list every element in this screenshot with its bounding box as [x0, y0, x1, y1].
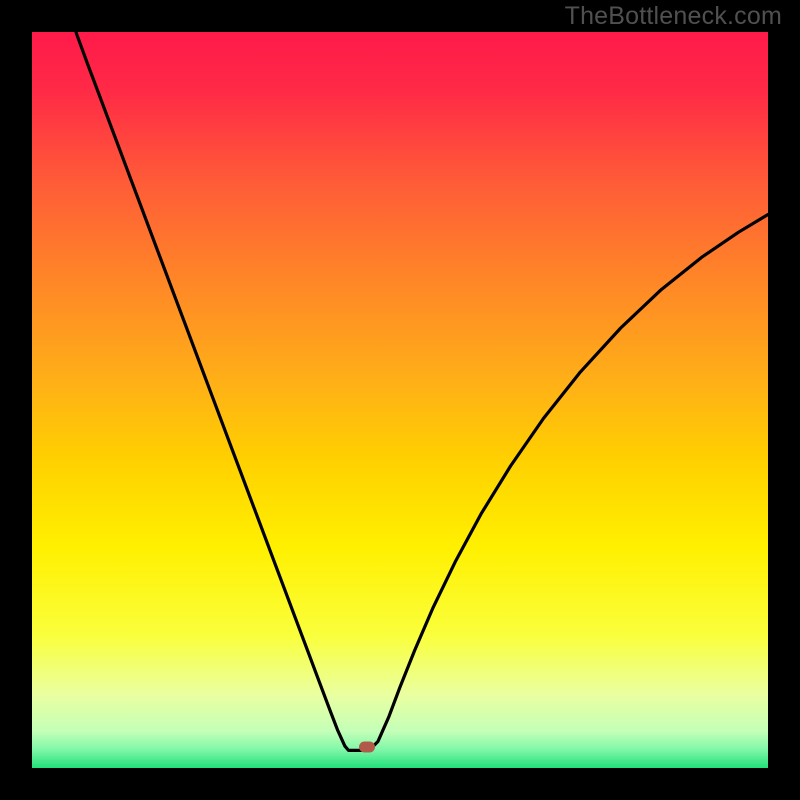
plot-area	[32, 32, 768, 768]
watermark-text: TheBottleneck.com	[565, 2, 782, 31]
chart-container: TheBottleneck.com	[0, 0, 800, 800]
curve-layer	[32, 32, 768, 768]
bottleneck-curve	[76, 33, 768, 751]
optimal-point-marker	[359, 742, 375, 753]
